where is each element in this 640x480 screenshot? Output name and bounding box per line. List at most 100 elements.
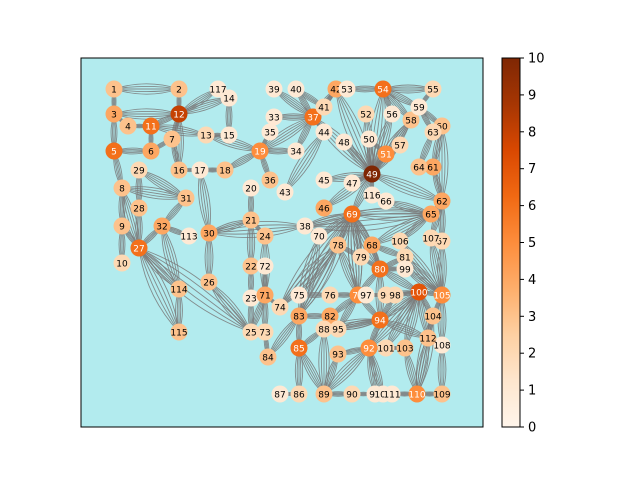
node-label: 37 (307, 113, 318, 123)
node-87: 87 (271, 385, 289, 403)
node-18: 18 (216, 161, 234, 179)
node-circle (433, 286, 451, 304)
node-label: 41 (318, 103, 329, 113)
node-106: 106 (391, 232, 409, 250)
node-label: 48 (338, 138, 350, 148)
node-circle (170, 280, 188, 298)
node-70: 70 (310, 227, 328, 245)
node-circle (209, 80, 227, 98)
node-circle (374, 80, 392, 98)
node-circle (242, 289, 260, 307)
colorbar-tick-label: 3 (528, 310, 536, 325)
node-circle (177, 189, 195, 207)
node-circle (363, 165, 381, 183)
node-circle (371, 311, 389, 329)
node-2: 2 (170, 80, 188, 98)
node-label: 47 (346, 179, 357, 189)
node-label: 105 (433, 291, 450, 301)
node-label: 45 (318, 176, 329, 186)
node-101: 101 (377, 339, 395, 357)
node-circle (105, 80, 123, 98)
node-3: 3 (105, 105, 123, 123)
node-29: 29 (130, 161, 148, 179)
node-circle (386, 286, 404, 304)
node-109: 109 (433, 385, 451, 403)
node-63: 63 (424, 123, 442, 141)
node-105: 105 (433, 286, 451, 304)
node-circle (113, 179, 131, 197)
node-circle (396, 339, 414, 357)
node-label: 70 (313, 232, 325, 242)
node-circle (433, 336, 451, 354)
node-label: 89 (318, 390, 330, 400)
node-label: 65 (425, 210, 436, 220)
node-circle (113, 217, 131, 235)
node-label: 33 (268, 113, 279, 123)
node-circle (408, 385, 426, 403)
colorbar-tick-label: 7 (528, 162, 536, 177)
node-78: 78 (329, 236, 347, 254)
node-label: 22 (245, 262, 256, 272)
node-circle (142, 142, 160, 160)
node-95: 95 (329, 320, 347, 338)
node-label: 68 (366, 241, 378, 251)
node-label: 2 (176, 85, 182, 95)
node-label: 1 (111, 85, 117, 95)
node-55: 55 (424, 80, 442, 98)
node-circle (216, 161, 234, 179)
node-circle (256, 323, 274, 341)
node-45: 45 (315, 171, 333, 189)
node-label: 112 (419, 334, 436, 344)
node-circle (130, 239, 148, 257)
node-label: 3 (111, 110, 117, 120)
node-51: 51 (377, 145, 395, 163)
node-circle (315, 385, 333, 403)
node-circle (256, 227, 274, 245)
node-label: 103 (396, 344, 413, 354)
node-circle (200, 224, 218, 242)
node-52: 52 (357, 105, 375, 123)
node-label: 115 (170, 328, 187, 338)
node-label: 60 (436, 122, 448, 132)
node-21: 21 (242, 211, 260, 229)
node-circle (242, 257, 260, 275)
node-label: 43 (279, 188, 290, 198)
node-circle (363, 186, 381, 204)
node-label: 32 (156, 222, 167, 232)
node-circle (343, 385, 361, 403)
node-circle (377, 145, 395, 163)
node-38: 38 (296, 217, 314, 235)
node-label: 35 (264, 128, 275, 138)
node-64: 64 (410, 158, 428, 176)
node-76: 76 (321, 286, 339, 304)
node-label: 17 (194, 166, 205, 176)
node-circle (402, 111, 420, 129)
node-label: 74 (274, 303, 286, 313)
node-circle (352, 248, 370, 266)
node-circle (422, 205, 440, 223)
node-57: 57 (391, 136, 409, 154)
node-circle (119, 117, 137, 135)
node-label: 75 (293, 291, 304, 301)
node-label: 108 (433, 341, 450, 351)
node-circle (197, 126, 215, 144)
colorbar-tick-label: 1 (528, 384, 536, 399)
node-circle (433, 192, 451, 210)
node-circle (113, 254, 131, 272)
node-19: 19 (251, 142, 269, 160)
node-110: 110 (408, 385, 426, 403)
node-label: 116 (363, 191, 380, 201)
node-label: 53 (341, 85, 352, 95)
node-58: 58 (402, 111, 420, 129)
node-label: 80 (374, 265, 386, 275)
node-label: 61 (427, 163, 438, 173)
node-circle (287, 80, 305, 98)
node-circle (105, 105, 123, 123)
node-label: 71 (259, 291, 270, 301)
node-label: 106 (391, 237, 408, 247)
node-label: 73 (259, 328, 270, 338)
node-label: 51 (380, 150, 391, 160)
node-circle (261, 123, 279, 141)
node-65: 65 (422, 205, 440, 223)
